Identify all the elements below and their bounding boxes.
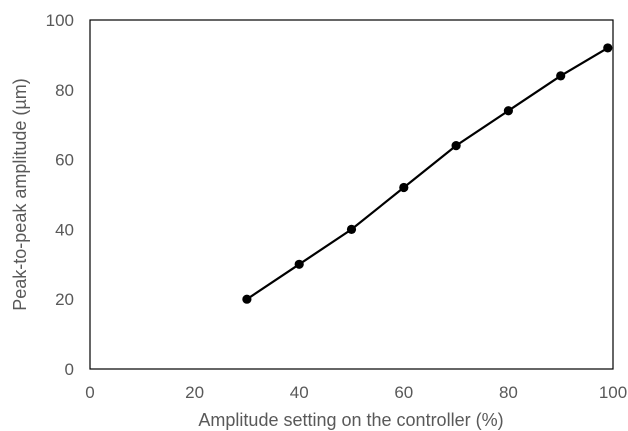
x-tick-label: 40 <box>290 383 309 402</box>
data-point <box>503 106 513 116</box>
y-tick-label: 20 <box>55 290 74 309</box>
y-tick-label: 100 <box>46 11 74 30</box>
x-axis-label: Amplitude setting on the controller (%) <box>198 410 503 430</box>
data-point <box>603 43 613 53</box>
x-tick-label: 20 <box>185 383 204 402</box>
y-axis-label: Peak-to-peak amplitude (µm) <box>10 78 30 310</box>
x-tick-label: 100 <box>599 383 627 402</box>
y-tick-label: 60 <box>55 151 74 170</box>
data-point <box>451 141 461 151</box>
data-point <box>399 182 409 193</box>
series-line <box>246 46 609 301</box>
data-point <box>346 224 357 234</box>
x-tick-label: 80 <box>499 383 518 402</box>
y-axis-ticks: 0 20 40 60 80 100 <box>46 11 74 379</box>
data-point <box>294 259 304 269</box>
y-tick-label: 40 <box>55 220 74 239</box>
x-axis-ticks: 0 20 40 60 80 100 <box>85 383 627 402</box>
y-tick-label: 0 <box>65 360 74 379</box>
y-tick-label: 80 <box>55 81 74 100</box>
plot-area <box>89 19 614 370</box>
data-point <box>556 71 566 81</box>
data-point <box>242 294 252 304</box>
series-layer <box>242 43 613 304</box>
x-tick-label: 60 <box>394 383 413 402</box>
x-tick-label: 0 <box>85 383 94 402</box>
